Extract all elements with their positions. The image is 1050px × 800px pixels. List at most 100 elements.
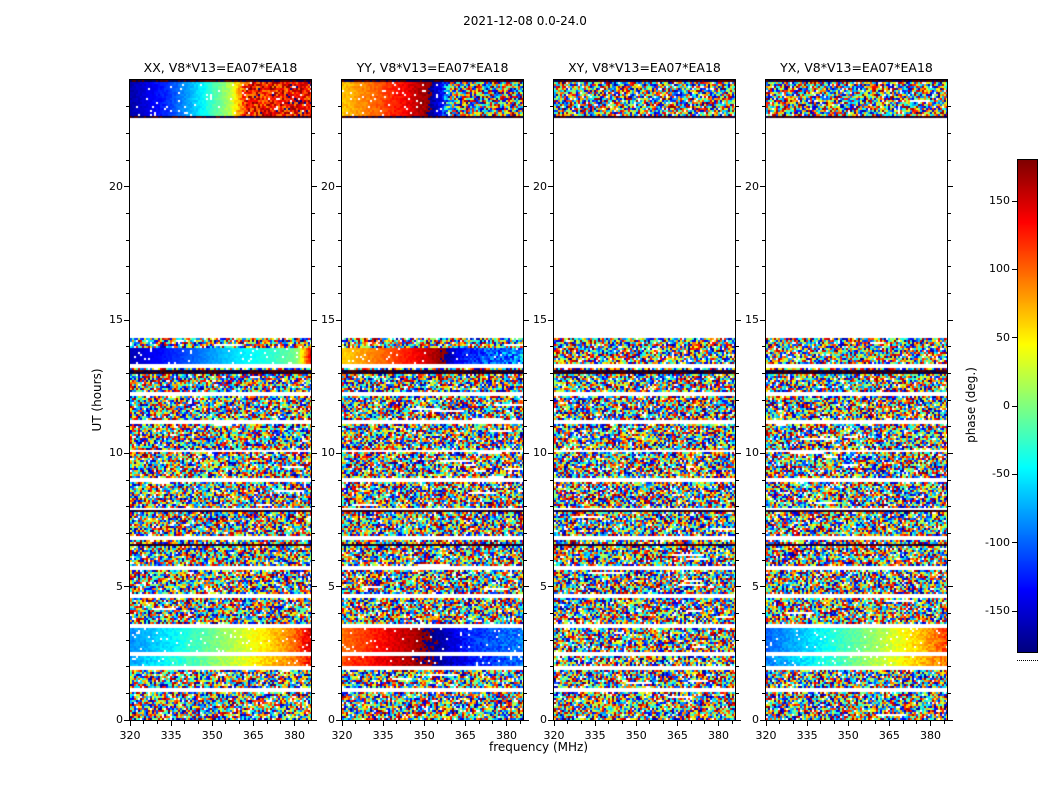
colorbar-tick-mark [1012,405,1017,407]
x-tick-mark [875,721,877,724]
y-tick-label: 20 [745,179,759,193]
colorbar-tick-mark [1012,473,1017,475]
y-tick-mark [550,399,553,401]
y-tick-mark [312,719,317,721]
y-tick-mark [336,452,341,454]
y-tick-label: 5 [116,579,123,593]
y-tick-mark [524,719,529,721]
colorbar-tick-mark [1012,542,1017,544]
x-tick-mark [396,721,398,724]
y-tick-label: 15 [533,313,547,326]
y-tick-mark [126,266,129,268]
x-tick-mark [888,721,890,726]
y-tick-mark [736,399,739,401]
y-tick-mark [124,719,129,721]
x-tick-mark [129,721,131,726]
x-tick-mark [718,721,720,726]
y-tick-mark [948,666,951,668]
y-tick-mark [126,532,129,534]
x-tick-label: 335 [796,729,818,742]
y-tick-mark [338,479,341,481]
y-tick-mark [126,372,129,374]
y-tick-mark [338,292,341,294]
y-tick-mark [524,506,527,508]
y-tick-mark [312,292,315,294]
y-tick-mark [524,639,527,641]
x-tick-mark [902,721,904,724]
x-tick-mark [690,721,692,724]
y-tick-mark [762,292,765,294]
y-tick-mark [336,719,341,721]
y-tick-mark [312,532,315,534]
y-tick-mark [338,239,341,241]
colorbar-tick-label: 50 [996,330,1010,344]
y-tick-label: 0 [116,713,123,726]
colorbar-tick-label: -150 [985,604,1010,617]
y-tick-mark [126,479,129,481]
x-tick-mark [492,721,494,724]
y-tick-mark [312,239,315,241]
y-tick-mark [736,106,739,108]
y-tick-mark [524,692,527,694]
y-tick-mark [524,612,527,614]
y-tick-mark [736,506,739,508]
y-tick-mark [312,319,317,321]
y-tick-mark [548,719,553,721]
y-tick-mark [336,586,341,588]
y-tick-mark [524,452,529,454]
y-tick-mark [126,292,129,294]
colorbar-tick-label: -100 [985,535,1010,549]
y-tick-mark [948,106,951,108]
y-tick-mark [126,346,129,348]
y-tick-mark [550,559,553,561]
y-tick-mark [126,692,129,694]
y-tick-mark [550,292,553,294]
y-tick-mark [762,426,765,428]
x-tick-mark [252,721,254,726]
y-tick-mark [124,586,129,588]
y-tick-mark [948,346,951,348]
x-tick-mark [622,721,624,724]
y-tick-mark [126,612,129,614]
y-tick-mark [126,426,129,428]
colorbar-tick-mark [1012,268,1017,270]
y-tick-label: 0 [540,713,547,726]
y-tick-mark [762,239,765,241]
y-tick-mark [736,266,739,268]
y-tick-mark [762,159,765,161]
x-tick-mark [943,721,945,724]
panel-yy: YY, V8*V13=EA07*EA18 0 5 10 15 20 320 335 350 36… [321,60,529,742]
y-tick-mark [948,532,951,534]
y-tick-label: 10 [109,446,123,460]
x-tick-label: 365 [878,729,900,742]
x-tick-mark [594,721,596,726]
y-tick-mark [550,159,553,161]
y-tick-mark [760,586,765,588]
x-tick-mark [266,721,268,724]
x-tick-label: 335 [584,729,606,742]
y-tick-mark [762,532,765,534]
y-tick-mark [312,346,315,348]
x-tick-mark [355,721,357,724]
y-tick-mark [762,212,765,214]
x-tick-mark [731,721,733,724]
x-tick-mark [765,721,767,726]
x-tick-mark [239,721,241,724]
y-tick-mark [312,266,315,268]
x-tick-mark [806,721,808,726]
y-tick-mark [550,239,553,241]
y-tick-mark [948,399,951,401]
y-tick-mark [124,319,129,321]
x-tick-mark [410,721,412,724]
x-tick-mark [368,721,370,724]
y-tick-mark [126,239,129,241]
y-tick-mark [338,692,341,694]
y-tick-mark [338,266,341,268]
x-tick-mark [156,721,158,724]
y-tick-mark [126,639,129,641]
y-tick-mark [550,612,553,614]
x-tick-mark [635,721,637,726]
y-tick-label: 5 [328,579,335,593]
y-tick-mark [524,159,527,161]
y-tick-mark [550,639,553,641]
